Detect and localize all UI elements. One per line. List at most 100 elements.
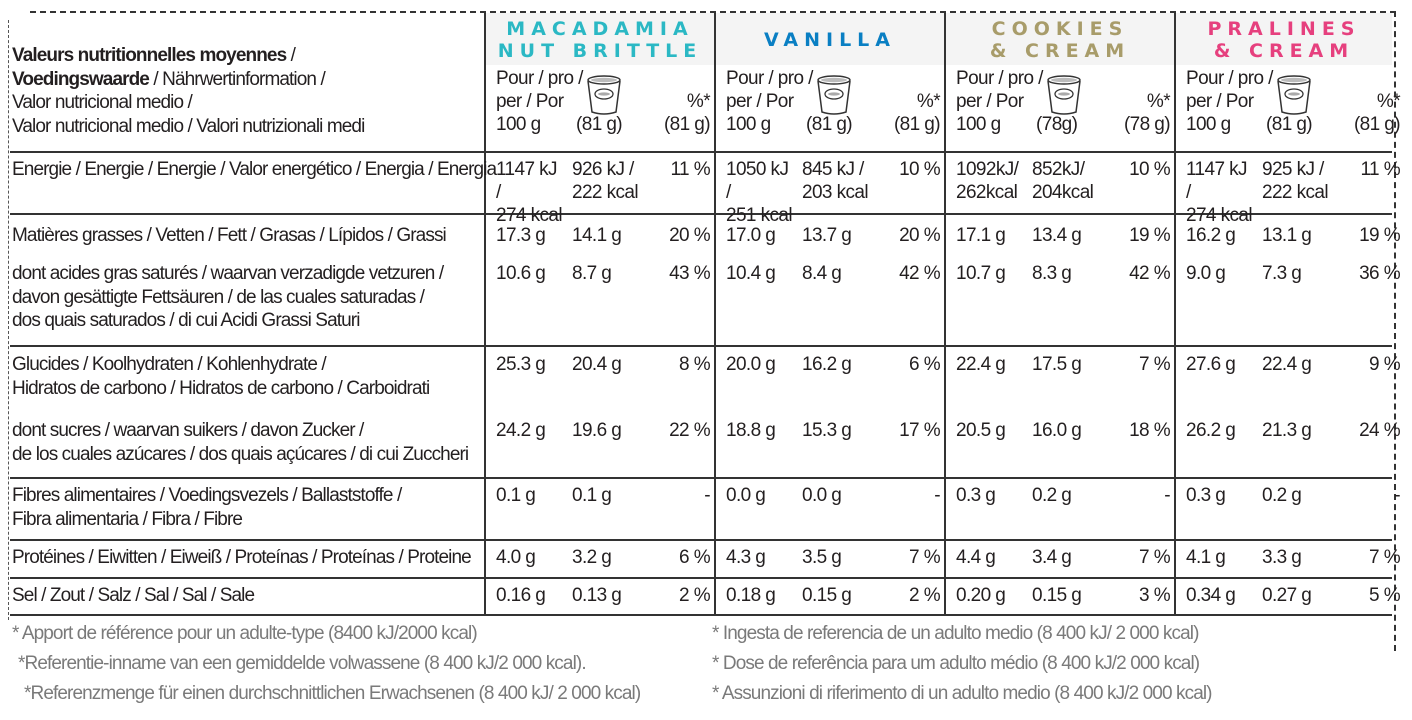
title-fr: Valeurs nutritionnelles moyennes bbox=[12, 45, 287, 66]
value-per-100g: 27.6 g bbox=[1186, 354, 1236, 375]
footnote-fr: * Apport de référence pour un adulte-typ… bbox=[12, 623, 478, 644]
cut-line-top bbox=[30, 11, 1396, 13]
value-per-100g: 20.5 g bbox=[956, 420, 1006, 441]
ice-cream-cup-icon bbox=[1046, 74, 1082, 116]
value-per-portion: 13.7 g bbox=[802, 225, 852, 246]
nutrient-label: dont acides gras saturés / waarvan verza… bbox=[12, 262, 444, 333]
value-per-portion: 8.3 g bbox=[1032, 263, 1072, 284]
value-per-100g: 0.20 g bbox=[956, 585, 1006, 606]
product-name-line1: PRALINES bbox=[1207, 18, 1361, 40]
value-per-100g: 10.7 g bbox=[956, 263, 1006, 284]
title-es: Valor nutricional medio / bbox=[12, 92, 193, 113]
value-per-100g: 1147 kJ / 274 kcal bbox=[496, 159, 563, 226]
row-divider bbox=[10, 477, 1392, 479]
value-pct-ri: 7 % bbox=[1139, 354, 1171, 375]
value-pct-ri: 6 % bbox=[909, 354, 941, 375]
value-per-100g: 1050 kJ / 251 kcal bbox=[726, 159, 793, 226]
value-per-100g: 20.0 g bbox=[726, 354, 776, 375]
value-per-portion: 13.4 g bbox=[1032, 225, 1082, 246]
value-per-100g: 17.0 g bbox=[726, 225, 776, 246]
value-per-portion: 0.1 g bbox=[572, 485, 612, 506]
value-pct-ri: 43 % bbox=[669, 263, 711, 284]
footnotes-left: * Apport de référence pour un adulte-typ… bbox=[12, 619, 641, 709]
pct-header: %* bbox=[686, 91, 711, 112]
value-per-100g: 0.3 g bbox=[956, 485, 996, 506]
value-pct-ri: - bbox=[1394, 485, 1400, 506]
value-per-100g: 18.8 g bbox=[726, 420, 776, 441]
value-per-100g: 10.6 g bbox=[496, 263, 546, 284]
footnote-es: * Ingesta de referencia de un adulto med… bbox=[712, 623, 1199, 644]
pct-portion-header: (78 g) bbox=[1123, 114, 1171, 135]
value-per-portion: 16.0 g bbox=[1032, 420, 1082, 441]
value-per-portion: 852kJ/ 204kcal bbox=[1032, 159, 1094, 203]
footnote-de: *Referenzmenge für einen durchschnittlic… bbox=[24, 683, 641, 704]
value-per-100g: 4.4 g bbox=[956, 547, 996, 568]
value-pct-ri: 7 % bbox=[909, 547, 941, 568]
value-pct-ri: 11 % bbox=[670, 159, 711, 180]
column-divider bbox=[714, 11, 716, 615]
per-100g-header: Pour / pro / per / Por 100 g bbox=[726, 68, 813, 135]
nutrient-label: Matières grasses / Vetten / Fett / Grasa… bbox=[12, 224, 447, 248]
nutrient-label: Fibres alimentaires / Voedingsvezels / B… bbox=[12, 484, 402, 531]
portion-header: (78g) bbox=[1036, 114, 1078, 135]
title-nl: Voedingswaarde bbox=[12, 68, 150, 90]
value-pct-ri: 3 % bbox=[1139, 585, 1171, 606]
product-title-vanilla: VANILLA bbox=[716, 15, 944, 65]
nutrient-label-line: davon gesättigte Fettsäuren / de las cua… bbox=[12, 286, 425, 308]
nutrient-label-line: Sel / Zout / Salz / Sal / Sal / Sale bbox=[12, 585, 255, 606]
portion-header: (81 g) bbox=[576, 114, 623, 135]
value-per-100g: 0.3 g bbox=[1186, 485, 1226, 506]
product-name-line1: VANILLA bbox=[763, 29, 896, 51]
product-title-pralines: PRALINES & CREAM bbox=[1176, 15, 1392, 65]
footnote-pt: * Dose de referência para um adulto médi… bbox=[712, 653, 1200, 674]
value-per-portion: 0.15 g bbox=[1032, 585, 1082, 606]
row-divider bbox=[10, 577, 1392, 579]
value-per-100g: 9.0 g bbox=[1186, 263, 1226, 284]
value-per-100g: 0.0 g bbox=[726, 485, 766, 506]
value-per-portion: 0.0 g bbox=[802, 485, 842, 506]
ice-cream-cup-icon bbox=[586, 74, 622, 116]
nutrient-label: Glucides / Koolhydraten / Kohlenhydrate … bbox=[12, 353, 430, 400]
footnote-it: * Assunzioni di riferimento di un adulto… bbox=[712, 683, 1213, 704]
value-per-portion: 19.6 g bbox=[572, 420, 622, 441]
per-100g-header: Pour / pro / per / Por 100 g bbox=[956, 68, 1043, 135]
product-title-macadamia: MACADAMIA NUT BRITTLE bbox=[486, 15, 714, 65]
value-pct-ri: 2 % bbox=[679, 585, 711, 606]
pct-portion-header: (81 g) bbox=[893, 114, 941, 135]
value-per-100g: 16.2 g bbox=[1186, 225, 1236, 246]
value-pct-ri: 20 % bbox=[669, 225, 711, 246]
cut-line-left bbox=[8, 20, 9, 620]
pct-header: %* bbox=[916, 91, 941, 112]
portion-header: (81 g) bbox=[1266, 114, 1313, 135]
row-divider bbox=[10, 539, 1392, 541]
title-sep: / bbox=[286, 45, 296, 66]
product-name-line1: MACADAMIA bbox=[506, 18, 694, 40]
value-pct-ri: 20 % bbox=[899, 225, 941, 246]
nutrient-label-line: Protéines / Eiwitten / Eiweiß / Proteína… bbox=[12, 547, 472, 568]
value-pct-ri: 19 % bbox=[1129, 225, 1171, 246]
nutrient-label: Protéines / Eiwitten / Eiweiß / Proteína… bbox=[12, 546, 472, 570]
value-per-portion: 0.2 g bbox=[1032, 485, 1072, 506]
value-per-portion: 8.7 g bbox=[572, 263, 612, 284]
value-pct-ri: - bbox=[704, 485, 710, 506]
title-de: / Nährwertinformation / bbox=[148, 68, 325, 90]
value-per-100g: 4.0 g bbox=[496, 547, 536, 568]
nutrient-label-line: Matières grasses / Vetten / Fett / Grasa… bbox=[12, 225, 447, 246]
value-per-portion: 16.2 g bbox=[802, 354, 852, 375]
value-pct-ri: 7 % bbox=[1369, 547, 1401, 568]
value-per-portion: 0.13 g bbox=[572, 585, 622, 606]
portion-header: (81 g) bbox=[806, 114, 853, 135]
value-per-portion: 14.1 g bbox=[572, 225, 622, 246]
product-name-line2: & CREAM bbox=[989, 40, 1131, 62]
value-per-100g: 1092kJ/ 262kcal bbox=[956, 159, 1019, 203]
column-divider bbox=[1174, 11, 1176, 615]
value-per-100g: 0.1 g bbox=[496, 485, 536, 506]
value-pct-ri: - bbox=[1164, 485, 1170, 506]
title-pt-it: Valor nutricional medio / Valori nutrizi… bbox=[12, 115, 365, 137]
column-divider bbox=[484, 11, 486, 615]
value-pct-ri: 10 % bbox=[1129, 159, 1171, 180]
value-pct-ri: - bbox=[934, 485, 940, 506]
nutrient-label-line: Fibra alimentaria / Fibra / Fibre bbox=[12, 508, 243, 530]
value-per-100g: 24.2 g bbox=[496, 420, 546, 441]
nutrient-label-line: dont acides gras saturés / waarvan verza… bbox=[12, 263, 444, 284]
